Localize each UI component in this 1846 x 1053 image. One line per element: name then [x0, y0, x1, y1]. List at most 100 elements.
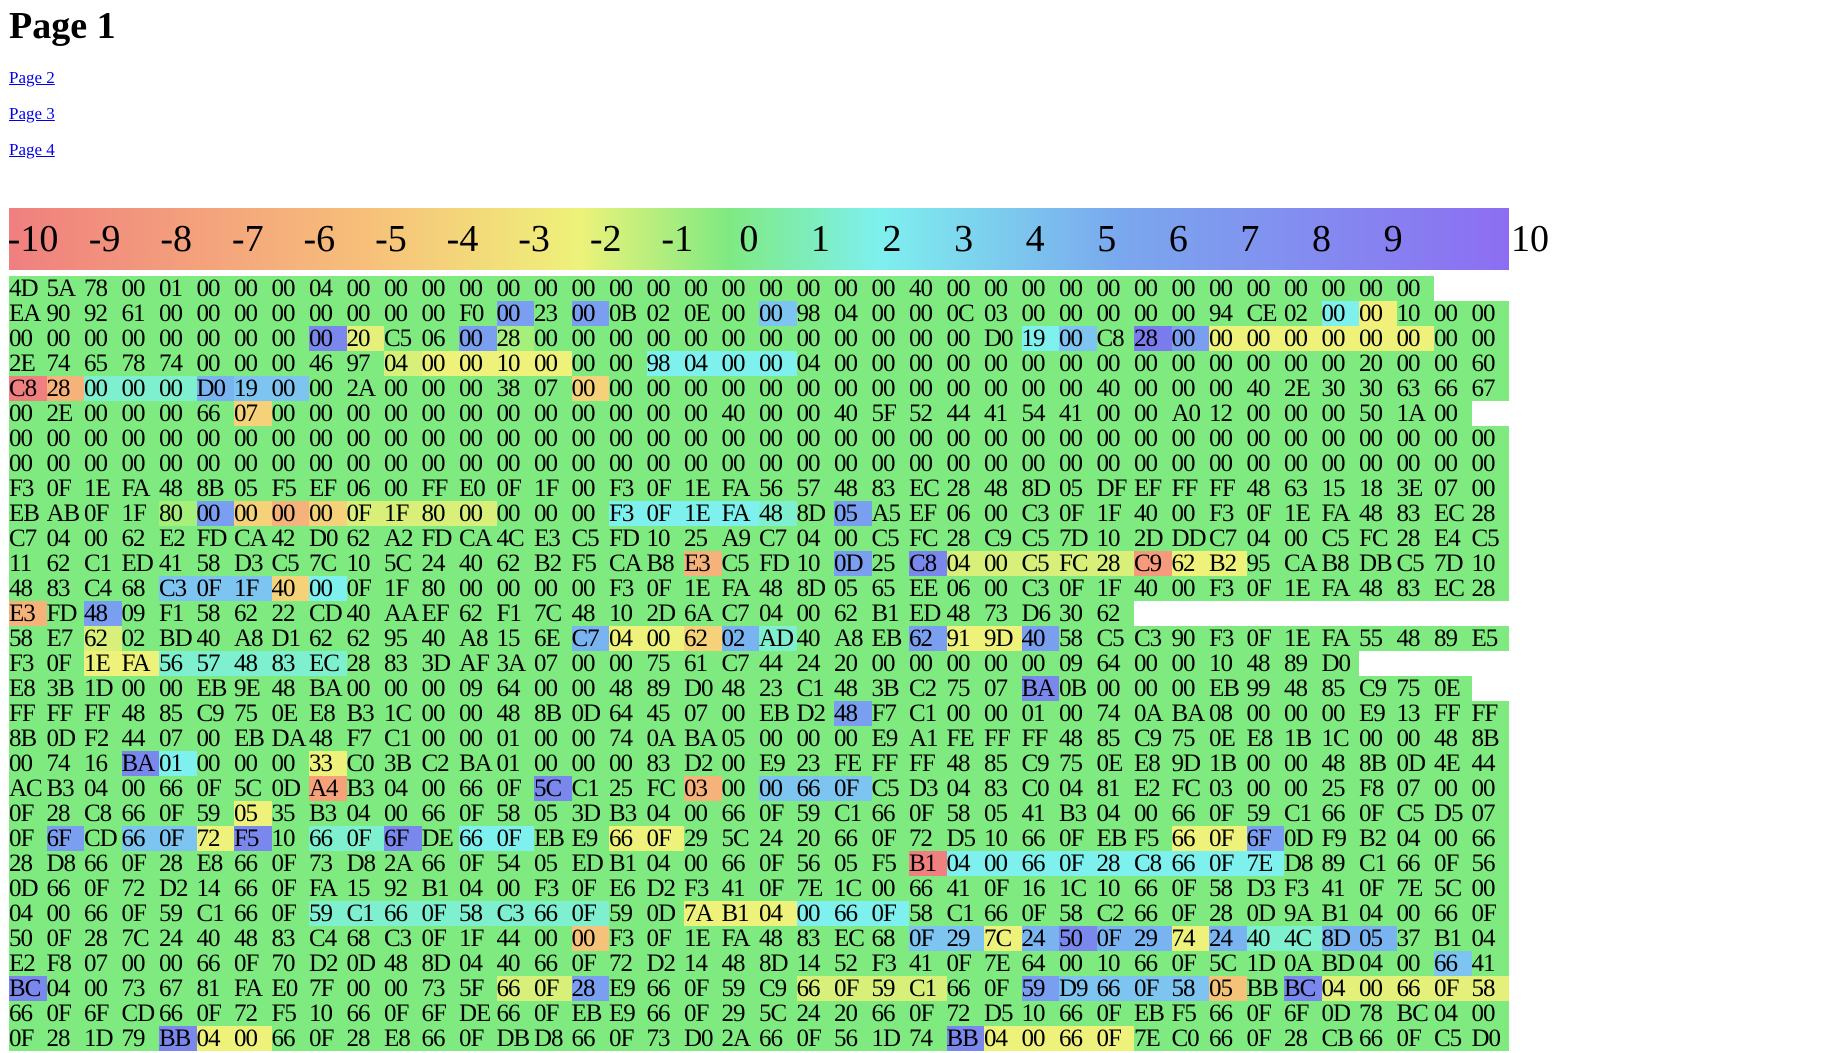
byte-cell: B3	[346, 776, 384, 801]
link-page-3[interactable]: Page 3	[9, 104, 55, 123]
byte-cell: EB	[1209, 676, 1247, 701]
byte-cell: C1	[84, 551, 122, 576]
byte-cell: 1D	[84, 1026, 122, 1051]
byte-cell: A8	[459, 626, 497, 651]
byte-cell: 2A	[384, 851, 422, 876]
byte-cell: 66	[534, 901, 572, 926]
byte-cell: 24	[759, 826, 797, 851]
byte-cell: 00	[421, 426, 459, 451]
byte-cell: 4D	[9, 276, 47, 301]
byte-cell: FD	[759, 551, 797, 576]
byte-cell: 10	[1396, 301, 1434, 326]
byte-cell: 0F	[1209, 826, 1247, 851]
byte-cell: F8	[46, 951, 84, 976]
byte-cell: 00	[984, 501, 1022, 526]
byte-cell: 11	[9, 551, 47, 576]
byte-cell: 0F	[984, 976, 1022, 1001]
byte-cell: 66	[1021, 826, 1059, 851]
byte-cell: 62	[684, 626, 722, 651]
byte-cell: 58	[1471, 976, 1509, 1001]
byte-cell: 00	[1021, 451, 1059, 476]
byte-cell: 1C	[1059, 876, 1097, 901]
byte-cell: 00	[1471, 326, 1509, 351]
byte-cell: B1	[871, 601, 909, 626]
byte-cell: 83	[46, 576, 84, 601]
byte-cell: 00	[309, 301, 347, 326]
byte-cell: 00	[459, 426, 497, 451]
byte-cell: 8D	[796, 501, 834, 526]
byte-cell: 00	[1171, 376, 1209, 401]
byte-cell: 0F	[1059, 576, 1097, 601]
legend-tick-label: -7	[231, 218, 264, 260]
byte-cell: 15	[1321, 476, 1359, 501]
byte-cell: 66	[1059, 1001, 1097, 1026]
byte-cell: 62	[309, 626, 347, 651]
byte-cell: 59	[721, 976, 759, 1001]
byte-cell: 00	[984, 701, 1022, 726]
byte-cell: 74	[1171, 926, 1209, 951]
byte-cell: 40	[496, 951, 534, 976]
grid-row: F3 0F 1E FA 56 57 48 83 EC 28 83 3D AF 3A 07 00 00 75 61 C7…	[9, 651, 1509, 676]
byte-cell: 00	[1096, 426, 1134, 451]
byte-cell: 04	[684, 351, 722, 376]
byte-cell: 72	[946, 1001, 984, 1026]
byte-cell: 04	[759, 601, 797, 626]
byte-cell: CB	[1321, 1026, 1359, 1051]
byte-cell: D2	[646, 951, 684, 976]
byte-cell: 00	[309, 401, 347, 426]
byte-cell: 52	[909, 401, 947, 426]
byte-cell: 66	[159, 776, 197, 801]
byte-cell: C8	[909, 551, 947, 576]
byte-cell: 00	[909, 301, 947, 326]
byte-cell: EC	[1434, 501, 1472, 526]
byte-cell: 00	[421, 726, 459, 751]
byte-cell: C0	[346, 751, 384, 776]
byte-cell: 1E	[84, 476, 122, 501]
legend-tick-label: -8	[160, 218, 192, 260]
byte-cell: 6F	[1246, 826, 1284, 851]
grid-row: 00 2E 00 00 00 66 07 00 00 00 00 00 00 00 00 00 00 00 00 40…	[9, 401, 1509, 426]
byte-cell: C5	[1021, 526, 1059, 551]
byte-cell: 24	[1021, 926, 1059, 951]
byte-cell: 00	[421, 451, 459, 476]
byte-cell: 1D	[1246, 951, 1284, 976]
byte-cell: 00	[1359, 976, 1397, 1001]
byte-cell: 00	[271, 376, 309, 401]
byte-cell: 07	[1396, 776, 1434, 801]
byte-cell: 85	[1321, 676, 1359, 701]
byte-cell: FA	[721, 576, 759, 601]
byte-cell: 00	[496, 576, 534, 601]
byte-cell: 70	[271, 951, 309, 976]
byte-cell: 00	[1396, 426, 1434, 451]
byte-cell: 00	[421, 776, 459, 801]
byte-cell: C0	[1171, 1026, 1209, 1051]
byte-cell: 00	[571, 476, 609, 501]
byte-cell: 62	[346, 626, 384, 651]
link-page-4[interactable]: Page 4	[9, 140, 55, 159]
byte-cell: F5	[271, 1001, 309, 1026]
byte-cell: 78	[1359, 1001, 1397, 1026]
byte-cell: 7E	[796, 876, 834, 901]
byte-cell: 00	[946, 426, 984, 451]
byte-cell: 00	[1321, 276, 1359, 301]
byte-cell: 90	[1171, 626, 1209, 651]
byte-cell: 64	[1096, 651, 1134, 676]
byte-cell: 28	[946, 526, 984, 551]
link-page-2[interactable]: Page 2	[9, 68, 55, 87]
byte-cell: 6F	[421, 1001, 459, 1026]
byte-cell: 74	[609, 726, 647, 751]
color-scale-legend: -10 -9 -8 -7 -6 -5 -4 -3 -2 -1 0 1 2 3 4 5 6 7 8 9	[8, 208, 1509, 270]
byte-cell: C1	[196, 901, 234, 926]
byte-cell: 01	[496, 751, 534, 776]
legend-tick-label: -3	[518, 218, 550, 260]
byte-cell: 04	[84, 776, 122, 801]
byte-cell: E3	[684, 551, 722, 576]
byte-cell: 00	[1021, 1026, 1059, 1051]
byte-cell: 10	[309, 1001, 347, 1026]
byte-cell: 7E	[984, 951, 1022, 976]
byte-cell: 12	[1209, 401, 1247, 426]
byte-cell: 80	[159, 501, 197, 526]
byte-cell: F9	[1321, 826, 1359, 851]
byte-cell: CA	[234, 526, 272, 551]
byte-cell: 00	[121, 426, 159, 451]
